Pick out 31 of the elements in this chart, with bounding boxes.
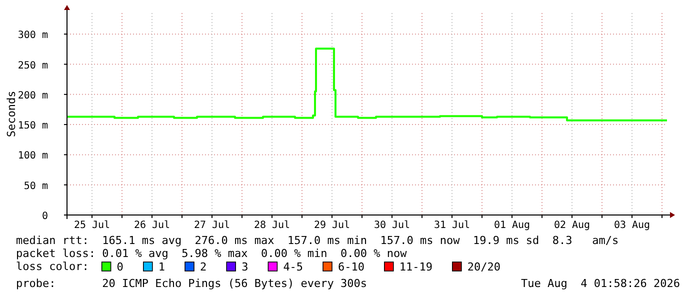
y-tick-label: 200 m bbox=[18, 90, 48, 102]
x-tick-label: 30 Jul bbox=[374, 220, 410, 231]
legend-title: loss color: bbox=[16, 260, 89, 273]
x-tick-label: 02 Aug bbox=[554, 220, 590, 231]
y-tick-label: 250 m bbox=[18, 60, 48, 72]
legend-label: 4-5 bbox=[283, 260, 304, 274]
y-tick-label: 100 m bbox=[18, 150, 48, 162]
legend-label: 11-19 bbox=[399, 260, 433, 274]
x-tick-label: 31 Jul bbox=[434, 220, 470, 231]
x-tick-label: 03 Aug bbox=[614, 220, 650, 231]
x-tick-label: 01 Aug bbox=[494, 220, 530, 231]
legend-label: 2 bbox=[200, 260, 207, 274]
y-tick-label: 0 bbox=[42, 211, 48, 222]
x-tick-label: 29 Jul bbox=[314, 220, 350, 231]
x-tick-label: 25 Jul bbox=[74, 220, 110, 231]
legend-label: 1 bbox=[158, 260, 166, 274]
legend-label: 6-10 bbox=[338, 260, 364, 274]
x-tick-label: 28 Jul bbox=[254, 220, 290, 231]
legend-label: 20/20 bbox=[467, 260, 501, 274]
text: Tue Aug 4 01:58:26 2026 bbox=[521, 277, 680, 290]
legend-label: 3 bbox=[242, 260, 248, 274]
text: median rtt: 165.1 ms avg 276.0 ms max 157.0 ms min 157.0 ms now 19.9 ms sd 8.3 am/s bbox=[16, 234, 619, 247]
legend-label: 0 bbox=[116, 260, 124, 274]
x-tick-label: 27 Jul bbox=[194, 220, 230, 231]
y-tick-label: 150 m bbox=[18, 120, 48, 132]
x-tick-label: 26 Jul bbox=[134, 220, 170, 231]
y-tick-label: 300 m bbox=[18, 30, 48, 42]
text: packet loss: 0.01 % avg 5.98 % max 0.00 % min 0.00 % now bbox=[16, 247, 408, 260]
text: probe: 20 ICMP Echo Pings (56 Bytes) every 300s bbox=[16, 277, 367, 290]
y-tick-label: 50 m bbox=[24, 180, 48, 192]
y-axis-title: Seconds bbox=[5, 90, 18, 138]
